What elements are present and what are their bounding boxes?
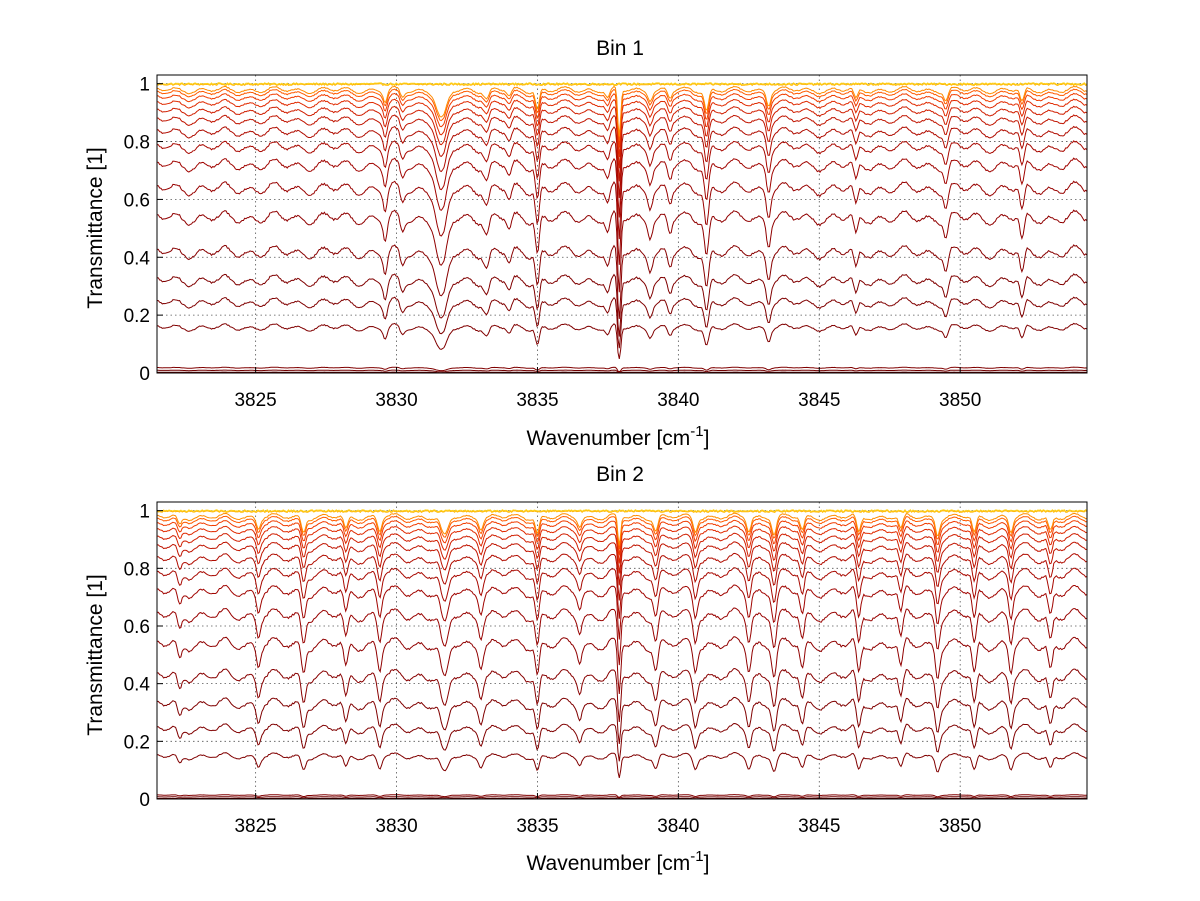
series-line: [157, 751, 1088, 779]
series-line: [157, 552, 1088, 601]
series-line: [157, 696, 1088, 745]
x-axis-label: Wavenumber [cm-1]: [527, 423, 710, 450]
series-line: [157, 567, 1088, 619]
y-tick-label: 0.8: [124, 133, 150, 154]
x-tick-label: 3825: [234, 390, 276, 411]
y-tick-label: 0.6: [124, 617, 150, 638]
x-tick-label: 3845: [798, 390, 840, 411]
chart-title: Bin 1: [596, 37, 644, 60]
series-line: [157, 607, 1088, 666]
series-line: [157, 541, 1088, 586]
x-tick-label: 3840: [657, 816, 699, 837]
x-tick-label: 3825: [234, 816, 276, 837]
series-line: [156, 82, 1088, 87]
series-line: [156, 82, 1088, 86]
x-tick-label: 3850: [939, 390, 981, 411]
y-axis-label: Transmittance [1]: [84, 147, 107, 308]
series-line: [157, 532, 1088, 574]
series-line: [156, 125, 1088, 199]
chart-bin-1: Bin 1 3825 3830 3835 3840 3845 3850 0 0.2 0.4 0.…: [84, 37, 1088, 450]
series-line: [157, 371, 1087, 374]
y-tick-label: 0: [139, 364, 150, 385]
series-line: [156, 509, 1088, 513]
series-line: [157, 796, 1087, 799]
y-axis-ticks: 0 0.2 0.4 0.6 0.8 1: [124, 75, 163, 385]
x-axis-label-text: Wavenumber [cm: [527, 852, 691, 875]
y-tick-label: 1: [139, 75, 150, 96]
series-line: [156, 140, 1088, 218]
series-line: [156, 509, 1088, 514]
x-tick-label: 3830: [375, 390, 417, 411]
x-tick-label: 3840: [657, 390, 699, 411]
series-line: [157, 722, 1088, 762]
y-tick-label: 0.8: [124, 559, 150, 580]
series-line: [157, 512, 1088, 546]
series-line: [157, 584, 1088, 640]
series-line: [156, 85, 1088, 137]
series-line: [157, 636, 1088, 695]
series-line: [156, 180, 1088, 265]
axes-box: [156, 74, 1088, 374]
x-tick-label: 3830: [375, 816, 417, 837]
series-line: [156, 273, 1088, 337]
y-tick-label: 0.6: [124, 190, 150, 211]
y-axis-ticks: 0 0.2 0.4 0.6 0.8 1: [124, 502, 163, 811]
y-tick-label: 1: [139, 502, 150, 523]
series-line: [156, 157, 1088, 240]
series-line: [156, 296, 1088, 349]
x-tick-label: 3835: [516, 390, 558, 411]
x-axis-label-text: Wavenumber [cm: [527, 427, 691, 450]
x-tick-label: 3835: [516, 816, 558, 837]
series-line: [157, 525, 1088, 564]
y-tick-label: 0.4: [124, 675, 151, 696]
x-tick-label: 3850: [939, 816, 981, 837]
series-group: [156, 82, 1088, 374]
x-axis-label-end: ]: [704, 427, 710, 450]
series-line: [156, 114, 1088, 182]
y-tick-label: 0.2: [124, 306, 150, 327]
series-line: [157, 794, 1088, 798]
chart-bin-2: Bin 2 3825 3830 3835 3840 3845 3850 0 0.2 0.4 0.…: [84, 463, 1088, 875]
y-tick-label: 0.2: [124, 732, 150, 753]
series-line: [156, 322, 1088, 360]
y-tick-label: 0.4: [124, 248, 151, 269]
axes-box: [156, 501, 1088, 800]
x-axis-ticks: 3825 3830 3835 3840 3845 3850: [234, 793, 981, 837]
x-axis-label-sup: -1: [690, 848, 703, 865]
series-group: [156, 509, 1088, 800]
x-axis-label: Wavenumber [cm-1]: [527, 848, 710, 875]
y-axis-label: Transmittance [1]: [84, 574, 107, 735]
series-line: [156, 209, 1088, 293]
x-axis-label-end: ]: [704, 852, 710, 875]
series-line: [157, 366, 1088, 373]
x-axis-ticks: 3825 3830 3835 3840 3845 3850: [234, 367, 981, 411]
x-axis-label-sup: -1: [690, 423, 703, 440]
y-tick-label: 0: [139, 790, 150, 811]
x-tick-label: 3845: [798, 816, 840, 837]
series-line: [157, 667, 1088, 723]
series-line: [156, 244, 1088, 319]
chart-title: Bin 2: [596, 463, 644, 486]
series-line: [157, 369, 1088, 373]
